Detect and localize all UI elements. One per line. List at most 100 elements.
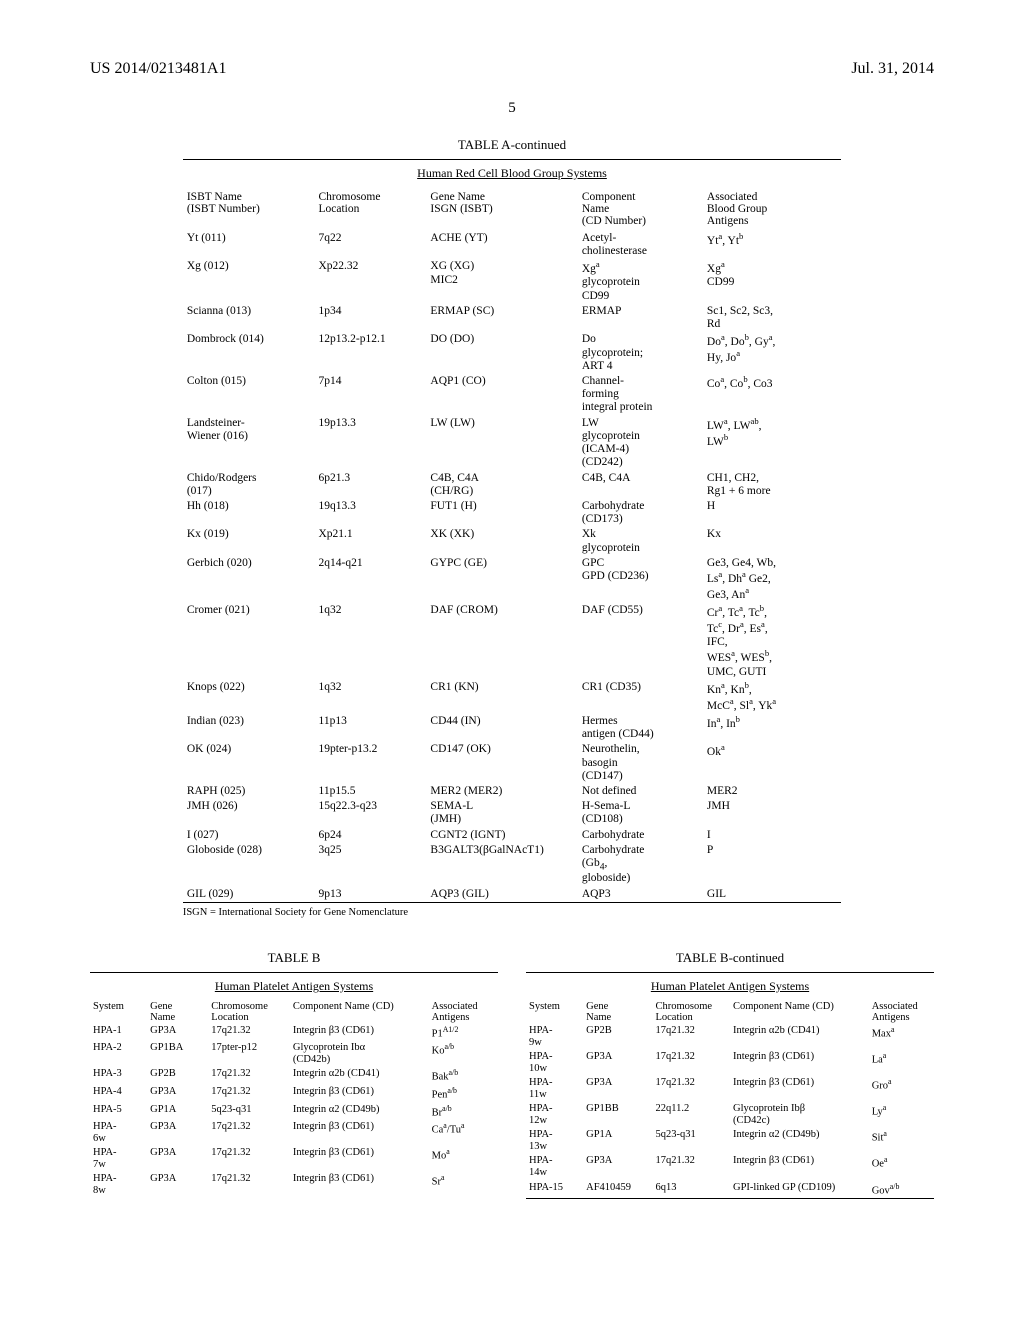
table-row: Knops (022)1q32CR1 (KN)CR1 (CD35)Kna, Kn…: [183, 680, 841, 714]
cell: 17q21.32: [652, 1024, 730, 1050]
rule: [183, 902, 841, 903]
table-b-head-row: System GeneName ChromosomeLocation Compo…: [526, 1000, 934, 1024]
cell: Indian (023): [183, 714, 315, 742]
th-comp: Component Name (CD): [730, 1000, 869, 1024]
cell: GPI-linked GP (CD109): [730, 1181, 869, 1199]
cell: Gerbich (020): [183, 556, 315, 603]
th-sys: System: [526, 1000, 583, 1024]
th-ant: AssociatedAntigens: [869, 1000, 934, 1024]
cell: RAPH (025): [183, 784, 315, 799]
cell: JMH (026): [183, 799, 315, 827]
cell: CD147 (OK): [426, 742, 577, 784]
cell: GP3A: [583, 1076, 652, 1102]
cell: GYPC (GE): [426, 556, 577, 603]
table-row: HPA-4GP3A17q21.32Integrin β3 (CD61)Pena/…: [90, 1085, 498, 1103]
cell: I (027): [183, 828, 315, 843]
cell: HPA-3: [90, 1067, 147, 1085]
cell: 1q32: [315, 680, 427, 714]
cell: I: [703, 828, 841, 843]
cell: Xg (012): [183, 259, 315, 303]
cell: Hh (018): [183, 499, 315, 527]
cell: GIL (029): [183, 887, 315, 902]
cell: GP1BA: [147, 1041, 208, 1067]
table-row: HPA-15AF4104596q13GPI-linked GP (CD109)G…: [526, 1181, 934, 1199]
cell: GP1A: [583, 1128, 652, 1154]
th-ant: AssociatedBlood GroupAntigens: [703, 187, 841, 231]
cell: GP3A: [147, 1146, 208, 1172]
table-row: Colton (015)7p14AQP1 (CO)Channel-forming…: [183, 374, 841, 416]
table-row: HPA-1GP3A17q21.32Integrin β3 (CD61)P1A1/…: [90, 1024, 498, 1042]
doc-date: Jul. 31, 2014: [851, 60, 934, 78]
cell: HPA-10w: [526, 1050, 583, 1076]
th-comp: ComponentName(CD Number): [578, 187, 703, 231]
cell: 15q22.3-q23: [315, 799, 427, 827]
cell: Carbohydrate: [578, 828, 703, 843]
table-row: Gerbich (020)2q14-q21GYPC (GE)GPCGPD (CD…: [183, 556, 841, 603]
cell: SEMA-L(JMH): [426, 799, 577, 827]
cell: XG (XG)MIC2: [426, 259, 577, 303]
cell: AF410459: [583, 1181, 652, 1199]
th-chrom: ChromosomeLocation: [315, 187, 427, 231]
cell: Integrin β3 (CD61): [290, 1085, 429, 1103]
cell: XgaglycoproteinCD99: [578, 259, 703, 303]
cell: GP1A: [147, 1103, 208, 1121]
th-gene: GeneName: [583, 1000, 652, 1024]
cell: P1A1/2: [429, 1024, 498, 1042]
cell: Integrin α2b (CD41): [290, 1067, 429, 1085]
cell: Scianna (013): [183, 304, 315, 332]
table-row: HPA-10wGP3A17q21.32Integrin β3 (CD61)Laa: [526, 1050, 934, 1076]
cell: HPA-7w: [90, 1146, 147, 1172]
th-chrom: ChromosomeLocation: [652, 1000, 730, 1024]
cell: Glycoprotein Ibα(CD42b): [290, 1041, 429, 1067]
cell: GP3A: [583, 1154, 652, 1180]
table-b-cont-subtitle: Human Platelet Antigen Systems: [526, 979, 934, 994]
cell: DAF (CROM): [426, 603, 577, 680]
table-b-subtitle: Human Platelet Antigen Systems: [90, 979, 498, 994]
cell: Channel-formingintegral protein: [578, 374, 703, 416]
cell: 6p24: [315, 828, 427, 843]
table-b-cont-title: TABLE B-continued: [526, 950, 934, 966]
cell: Xkglycoprotein: [578, 527, 703, 555]
cell: Sra: [429, 1172, 498, 1198]
cell: 17q21.32: [208, 1024, 290, 1042]
cell: Sita: [869, 1128, 934, 1154]
cell: Cra, Tca, Tcb,Tcc, Dra, Esa,IFC,WESa, WE…: [703, 603, 841, 680]
table-a-footnote: ISGN = International Society for Gene No…: [183, 907, 841, 918]
cell: Integrin β3 (CD61): [730, 1154, 869, 1180]
cell: HPA-4: [90, 1085, 147, 1103]
cell: XgaCD99: [703, 259, 841, 303]
cell: Maxa: [869, 1024, 934, 1050]
cell: H-Sema-L(CD108): [578, 799, 703, 827]
table-a-subtitle: Human Red Cell Blood Group Systems: [183, 166, 841, 181]
cell: 17pter-p12: [208, 1041, 290, 1067]
doc-number: US 2014/0213481A1: [90, 60, 226, 78]
cell: AQP3 (GIL): [426, 887, 577, 902]
table-row: HPA-3GP2B17q21.32Integrin α2b (CD41)Baka…: [90, 1067, 498, 1085]
page-number: 5: [90, 100, 934, 117]
cell: 17q21.32: [208, 1172, 290, 1198]
cell: LWglycoprotein(ICAM-4)(CD242): [578, 416, 703, 471]
cell: ERMAP: [578, 304, 703, 332]
table-row: Chido/Rodgers(017)6p21.3C4B, C4A(CH/RG)C…: [183, 471, 841, 499]
cell: DAF (CD55): [578, 603, 703, 680]
cell: Colton (015): [183, 374, 315, 416]
cell: Doglycoprotein;ART 4: [578, 332, 703, 374]
table-b-head-row: System GeneName ChromosomeLocation Compo…: [90, 1000, 498, 1024]
th-gene: Gene NameISGN (ISBT): [426, 187, 577, 231]
cell: 17q21.32: [652, 1154, 730, 1180]
table-a: TABLE A-continued Human Red Cell Blood G…: [183, 137, 841, 918]
cell: Laa: [869, 1050, 934, 1076]
cell: 17q21.32: [652, 1076, 730, 1102]
cell: Xp21.1: [315, 527, 427, 555]
cell: Knops (022): [183, 680, 315, 714]
cell: HPA-13w: [526, 1128, 583, 1154]
cell: Glycoprotein Ibβ(CD42c): [730, 1102, 869, 1128]
table-row: Hh (018)19q13.3FUT1 (H)Carbohydrate(CD17…: [183, 499, 841, 527]
cell: GP1BB: [583, 1102, 652, 1128]
rule: [526, 972, 934, 973]
cell: Globoside (028): [183, 843, 315, 887]
cell: P: [703, 843, 841, 887]
cell: GP2B: [147, 1067, 208, 1085]
cell: Pena/b: [429, 1085, 498, 1103]
table-row: Xg (012)Xp22.32XG (XG)MIC2Xgaglycoprotei…: [183, 259, 841, 303]
